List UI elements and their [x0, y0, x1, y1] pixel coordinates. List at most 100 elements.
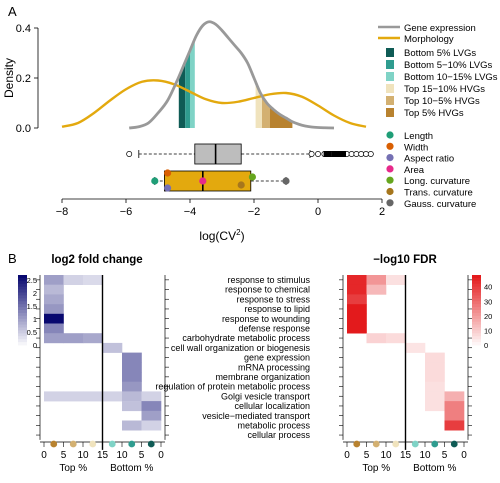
- heatmap-x-tick-label: 5: [364, 450, 370, 461]
- colorbar-step: [18, 286, 27, 290]
- colorbar-step: [18, 321, 27, 325]
- heatmap-x-tick-label: 10: [116, 450, 128, 461]
- colorbar-tick-label: 0: [484, 341, 488, 350]
- colorbar-step: [472, 307, 481, 311]
- go-term-label: regulation of protein metabolic process: [155, 382, 310, 392]
- colorbar-step: [472, 310, 481, 314]
- go-term-label: response to stress: [236, 294, 310, 304]
- gene-outlier-point: [358, 151, 365, 157]
- y-axis-label: Density: [2, 58, 16, 98]
- morph-feature-point: [199, 177, 207, 185]
- colorbar-step: [472, 295, 481, 299]
- heatmap-cell: [425, 391, 445, 402]
- colorbar-step: [472, 321, 481, 325]
- heatmap-cell: [425, 352, 445, 363]
- legend-region-label: Top 5% HVGs: [404, 108, 464, 119]
- morphology-density-line: [61, 79, 367, 128]
- colorbar-step: [18, 289, 27, 293]
- morph-feature-point: [237, 181, 245, 189]
- heatmap-cell: [83, 275, 103, 285]
- heatmap-x-tick-label: 10: [77, 450, 89, 461]
- x-axis-label-main: log(CV: [199, 229, 236, 243]
- y-tick-label: 0.0: [16, 123, 31, 135]
- shaded-region: [178, 61, 186, 128]
- go-term-label: response to wounding: [222, 314, 310, 324]
- heatmap-cell: [425, 401, 445, 412]
- colorbar-step: [18, 333, 27, 337]
- go-term-label: carbohydrate metabolic process: [182, 333, 310, 343]
- gene-outlier-point: [363, 151, 369, 157]
- gene-outlier-point: [348, 151, 355, 157]
- heatmap-cell: [141, 401, 162, 412]
- x-tick-label: 2: [379, 206, 385, 218]
- colorbar-step: [472, 333, 481, 337]
- colorbar-step: [472, 318, 481, 323]
- y-tick-label: 0.4: [16, 23, 31, 35]
- x-label-top: Top %: [59, 463, 87, 474]
- heatmap-cell: [63, 275, 84, 285]
- colorbar-tick-label: 20: [484, 312, 492, 321]
- colorbar-step: [472, 289, 481, 293]
- colorbar-step: [472, 275, 481, 279]
- colorbar-step: [18, 330, 27, 334]
- heatmap-cell: [122, 362, 142, 373]
- heatmap-cell: [122, 352, 142, 363]
- heatmap-cell: [444, 391, 465, 402]
- heatmap-x-tick-label: 0: [158, 450, 164, 461]
- legend-point-label: Width: [404, 142, 428, 153]
- heatmap-cell: [122, 401, 142, 412]
- gene-outlier-cluster: [331, 151, 340, 157]
- go-term-label: vesicle−mediated transport: [202, 411, 310, 421]
- heatmap-cell: [122, 420, 142, 431]
- go-term-label: metabolic process: [237, 421, 310, 431]
- colorbar-tick-label: 1.5: [27, 302, 37, 311]
- colorbar-step: [18, 336, 27, 340]
- colorbar-step: [472, 315, 481, 320]
- heatmap-cell: [44, 313, 64, 324]
- heatmap-cell: [366, 284, 387, 295]
- colorbar-step: [18, 339, 27, 343]
- colorbar-step: [18, 315, 27, 320]
- heatmap-cell: [386, 275, 406, 285]
- colorbar-step: [18, 318, 27, 323]
- go-term-label: Golgi vesicle transport: [221, 391, 311, 401]
- go-term-label: cellular process: [247, 430, 310, 440]
- legend-region-label: Top 15−10% HVGs: [404, 84, 485, 95]
- gene-outlier-point: [126, 151, 133, 157]
- legend-point-label: Long. curvature: [404, 176, 470, 187]
- heatmap-cell: [366, 275, 387, 285]
- morph-feature-point: [248, 173, 256, 181]
- colorbar-step: [472, 330, 481, 334]
- column-group-dot: [50, 440, 58, 448]
- shaded-region: [190, 39, 195, 128]
- legend-region-label: Top 10−5% HVGs: [404, 96, 480, 107]
- shaded-region: [262, 95, 270, 128]
- colorbar-step: [472, 280, 481, 285]
- gene-outlier-point: [315, 151, 321, 157]
- heatmap-cell: [347, 323, 367, 334]
- colorbar-step: [18, 277, 27, 282]
- colorbar-step: [18, 280, 27, 285]
- column-group-dot: [147, 440, 155, 448]
- colorbar-tick-label: 2.5: [27, 276, 37, 285]
- legend-point-label: Area: [404, 165, 425, 176]
- heatmap-cell: [141, 391, 162, 402]
- morph-boxplot-box: [163, 170, 252, 192]
- heatmap-x-tick-label: 0: [41, 450, 47, 461]
- legend-region-swatch: [386, 84, 394, 93]
- colorbar-step: [472, 342, 481, 346]
- column-group-dot: [108, 440, 116, 448]
- morph-feature-point: [282, 177, 290, 185]
- colorbar-step: [18, 295, 27, 299]
- heatmap-cell: [444, 420, 465, 431]
- go-term-label: cellular localization: [234, 401, 310, 411]
- legend-point-label: Aspect ratio: [404, 154, 454, 165]
- heatmap-x-tick-label: 10: [380, 450, 392, 461]
- colorbar-step: [472, 324, 481, 328]
- morph-feature-point: [164, 184, 172, 192]
- colorbar-tick-label: 1: [33, 315, 37, 324]
- gene-expression-density-line: [129, 20, 335, 130]
- colorbar-step: [18, 307, 27, 311]
- gene-outlier-point: [367, 151, 374, 157]
